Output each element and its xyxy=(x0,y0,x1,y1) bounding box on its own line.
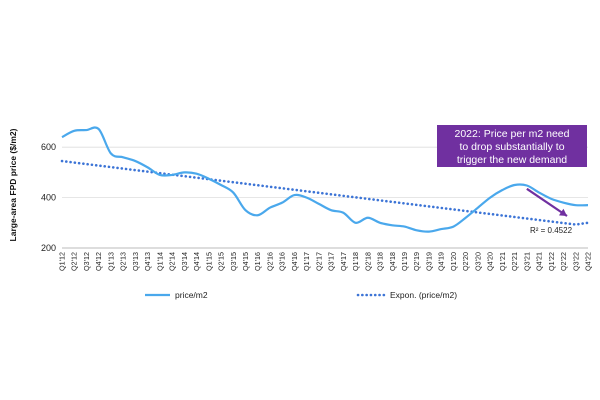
x-tick-label: Q4'17 xyxy=(339,252,348,271)
x-tick-label: Q1'15 xyxy=(204,252,213,271)
x-tick-label: Q3'14 xyxy=(180,252,189,271)
legend-label-trend: Expon. (price/m2) xyxy=(390,290,457,300)
x-tick-label: Q2'21 xyxy=(510,252,519,271)
y-tick-label: 600 xyxy=(41,142,56,152)
x-tick-label: Q2'16 xyxy=(265,252,274,271)
x-tick-label: Q1'16 xyxy=(253,252,262,271)
x-tick-label: Q3'20 xyxy=(473,252,482,271)
legend: price/m2 Expon. (price/m2) xyxy=(145,290,457,300)
y-tick-label: 400 xyxy=(41,193,56,203)
x-tick-label: Q4'12 xyxy=(94,252,103,271)
x-tick-label: Q4'15 xyxy=(241,252,250,271)
x-tick-label: Q4'22 xyxy=(584,252,593,271)
legend-label-price: price/m2 xyxy=(175,290,208,300)
x-tick-label: Q3'22 xyxy=(571,252,580,271)
callout-line-1: 2022: Price per m2 need xyxy=(454,128,570,140)
annotation-callout: 2022: Price per m2 need to drop substant… xyxy=(437,125,587,167)
x-tick-label: Q2'22 xyxy=(559,252,568,271)
x-tick-label: Q3'17 xyxy=(327,252,336,271)
x-tick-label: Q2'20 xyxy=(461,252,470,271)
x-tick-label: Q1'20 xyxy=(449,252,458,271)
x-tick-label: Q4'16 xyxy=(290,252,299,271)
r-squared-label: R² = 0.4522 xyxy=(530,226,573,235)
callout-line-2: to drop substantially to xyxy=(459,141,565,153)
x-tick-label: Q2'12 xyxy=(70,252,79,271)
x-tick-label: Q3'15 xyxy=(229,252,238,271)
price-series-line xyxy=(61,126,589,233)
x-tick-label: Q2'14 xyxy=(168,252,177,271)
x-tick-label: Q4'13 xyxy=(143,252,152,271)
x-tick-label: Q1'22 xyxy=(547,252,556,271)
x-tick-label: Q1'13 xyxy=(106,252,115,271)
x-tick-labels: Q1'12 Q2'12 Q3'12 Q4'12 Q1'13 Q2'13 Q3'13 Q4'13… xyxy=(58,252,593,271)
x-tick-label: Q1'18 xyxy=(351,252,360,271)
x-tick-label: Q4'21 xyxy=(535,252,544,271)
x-tick-label: Q4'20 xyxy=(486,252,495,271)
arrow-shaft xyxy=(526,187,568,217)
x-tick-label: Q3'13 xyxy=(131,252,140,271)
x-tick-label: Q2'13 xyxy=(119,252,128,271)
x-tick-label: Q1'19 xyxy=(400,252,409,271)
x-tick-label: Q3'12 xyxy=(82,252,91,271)
x-tick-label: Q2'18 xyxy=(363,252,372,271)
x-tick-label: Q3'21 xyxy=(522,252,531,271)
x-tick-label: Q2'15 xyxy=(217,252,226,271)
callout-line-3: trigger the new demand xyxy=(456,154,568,166)
x-tick-label: Q4'14 xyxy=(192,252,201,271)
callout-arrow xyxy=(526,187,568,217)
x-tick-label: Q2'17 xyxy=(314,252,323,271)
x-tick-label: Q4'18 xyxy=(388,252,397,271)
x-tick-label: Q3'16 xyxy=(278,252,287,271)
y-tick-labels: 200 400 600 xyxy=(41,142,56,253)
x-tick-label: Q1'14 xyxy=(155,252,164,271)
x-tick-label: Q4'19 xyxy=(437,252,446,271)
y-tick-label: 200 xyxy=(41,243,56,253)
y-axis-title: Large-area FPD price ($/m2) xyxy=(8,128,18,241)
x-tick-label: Q1'21 xyxy=(498,252,507,271)
x-tick-label: Q1'17 xyxy=(302,252,311,271)
x-tick-label: Q1'12 xyxy=(58,252,67,271)
x-tick-label: Q3'18 xyxy=(376,252,385,271)
arrow-head xyxy=(558,208,567,216)
x-tick-label: Q3'19 xyxy=(424,252,433,271)
x-tick-label: Q2'19 xyxy=(412,252,421,271)
trendline-series-line xyxy=(60,159,590,226)
